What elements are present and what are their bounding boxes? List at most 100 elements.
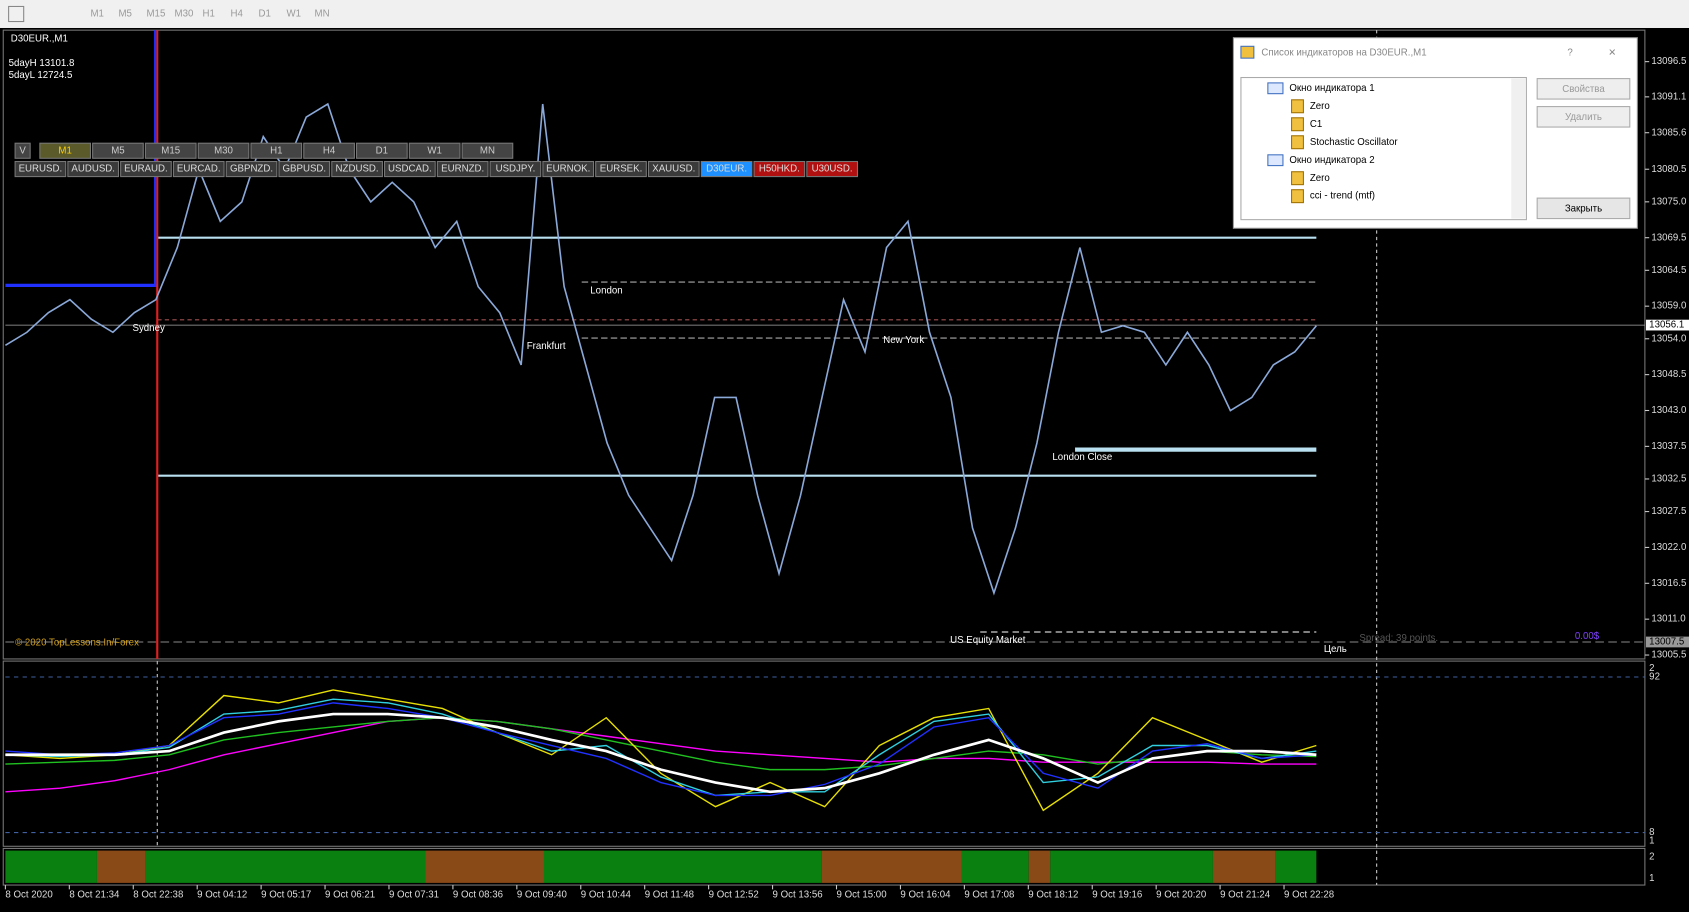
profit-text: 0.00$ bbox=[1575, 631, 1600, 642]
trend-state bbox=[145, 850, 426, 883]
target-text: Цель bbox=[1324, 644, 1347, 655]
symbol-button[interactable] bbox=[436, 160, 489, 178]
symbol-button-label[interactable]: EURNOK. bbox=[546, 164, 590, 175]
symbol-button-label[interactable]: XAUUSD. bbox=[652, 164, 695, 175]
tree-leaf-label[interactable]: Stochastic Oscillator bbox=[1310, 137, 1399, 148]
symbol-button[interactable] bbox=[225, 160, 278, 178]
dialog-button[interactable] bbox=[1536, 197, 1631, 220]
symbol-button-label[interactable]: EURSEK. bbox=[600, 164, 643, 175]
timeframe-button[interactable] bbox=[250, 142, 303, 159]
timeframe-button[interactable] bbox=[14, 142, 31, 159]
tree-box bbox=[1240, 76, 1527, 221]
dialog-button-label[interactable]: Закрыть bbox=[1565, 203, 1602, 214]
symbol-button[interactable] bbox=[14, 160, 67, 178]
symbol-button-label[interactable]: U30USD. bbox=[812, 164, 853, 175]
toolbar-timeframe[interactable]: M30 bbox=[175, 9, 194, 20]
symbol-button[interactable] bbox=[67, 160, 120, 178]
symbol-button-label[interactable]: GBPNZD. bbox=[230, 164, 273, 175]
symbol-button-label[interactable]: GBPUSD. bbox=[282, 164, 326, 175]
x-tick-label: 9 Oct 11:48 bbox=[645, 889, 694, 900]
dialog-button-label[interactable]: Свойства bbox=[1562, 84, 1605, 95]
tree-leaf-label[interactable]: Zero bbox=[1310, 173, 1330, 184]
timeframe-button-label[interactable]: M1 bbox=[58, 145, 71, 156]
symbol-button-label[interactable]: D30EUR. bbox=[706, 164, 747, 175]
symbol-button-label[interactable]: USDCAD. bbox=[388, 164, 432, 175]
x-tick-label: 9 Oct 19:16 bbox=[1092, 889, 1142, 900]
symbol-button[interactable] bbox=[489, 160, 542, 178]
timeframe-button[interactable] bbox=[92, 142, 144, 159]
timeframe-button-label[interactable]: M30 bbox=[214, 145, 233, 156]
symbol-button-label[interactable]: EURCAD. bbox=[177, 164, 221, 175]
toolbar-icon bbox=[8, 5, 25, 23]
trend-state bbox=[543, 850, 822, 883]
toolbar-timeframe[interactable]: M15 bbox=[146, 9, 165, 20]
tree-leaf-label[interactable]: C1 bbox=[1310, 119, 1322, 130]
toolbar-timeframe[interactable]: M5 bbox=[118, 9, 131, 20]
symbol-button-label[interactable]: NZDUSD. bbox=[336, 164, 379, 175]
dialog-help[interactable]: ? bbox=[1567, 47, 1573, 58]
symbol-button[interactable] bbox=[542, 160, 595, 178]
timeframe-button[interactable] bbox=[197, 142, 250, 159]
x-tick-label: 8 Oct 22:38 bbox=[133, 889, 183, 900]
symbol-button[interactable] bbox=[806, 160, 858, 178]
timeframe-button-label[interactable]: H4 bbox=[323, 145, 336, 156]
x-tick-label: 9 Oct 09:40 bbox=[517, 889, 568, 900]
tree-leaf-icon bbox=[1291, 117, 1304, 132]
symbol-button[interactable] bbox=[331, 160, 383, 178]
symbol-button[interactable] bbox=[595, 160, 647, 178]
tree-node-label[interactable]: Окно индикатора 1 bbox=[1289, 83, 1374, 94]
dialog-close-icon[interactable]: ✕ bbox=[1608, 47, 1616, 58]
timeframe-button-label[interactable]: W1 bbox=[427, 145, 442, 156]
symbol-button[interactable] bbox=[278, 160, 331, 178]
session-label: New York bbox=[883, 335, 924, 346]
toolbar-timeframe[interactable]: MN bbox=[315, 9, 330, 20]
tree-leaf-label[interactable]: cci - trend (mtf) bbox=[1310, 191, 1375, 202]
timeframe-button-label[interactable]: V bbox=[19, 145, 26, 156]
symbol-button[interactable] bbox=[700, 160, 753, 178]
toolbar-timeframe[interactable]: D1 bbox=[259, 9, 271, 20]
timeframe-button-label[interactable]: H1 bbox=[270, 145, 282, 156]
y-tick-label: 13064.5 bbox=[1651, 265, 1686, 276]
timeframe-button[interactable] bbox=[408, 142, 461, 159]
symbol-button-label[interactable]: EURNZD. bbox=[441, 164, 484, 175]
timeframe-button[interactable] bbox=[461, 142, 514, 159]
symbol-button[interactable] bbox=[647, 160, 700, 178]
toolbar-timeframe[interactable]: W1 bbox=[287, 9, 302, 20]
symbol-button-label[interactable]: AUDUSD. bbox=[71, 164, 115, 175]
dialog-button-label[interactable]: Удалить bbox=[1565, 112, 1602, 123]
symbol-button-label[interactable]: H50HKD. bbox=[759, 164, 800, 175]
timeframe-button-label[interactable]: MN bbox=[480, 145, 495, 156]
timeframe-button[interactable] bbox=[39, 142, 92, 159]
symbol-button-label[interactable]: EURAUD. bbox=[124, 164, 168, 175]
timeframe-button-label[interactable]: M15 bbox=[161, 145, 180, 156]
y-tick-label: 13016.5 bbox=[1651, 578, 1686, 589]
y-tick-label: 13048.5 bbox=[1651, 369, 1686, 380]
dialog-button[interactable] bbox=[1536, 78, 1631, 100]
timeframe-button[interactable] bbox=[303, 142, 355, 159]
trend-scale-label: 2 bbox=[1649, 852, 1654, 863]
toolbar-timeframe[interactable]: M1 bbox=[90, 9, 103, 20]
indicator-scale-label: 1 bbox=[1649, 835, 1654, 846]
symbol-button[interactable] bbox=[172, 160, 225, 178]
timeframe-button[interactable] bbox=[144, 142, 197, 159]
symbol-button[interactable] bbox=[120, 160, 172, 178]
timeframe-button-label[interactable]: M5 bbox=[111, 145, 124, 156]
y-tick-label: 13037.5 bbox=[1651, 441, 1686, 452]
tree-node-label[interactable]: Окно индикатора 2 bbox=[1289, 155, 1374, 166]
tree-leaf-icon bbox=[1291, 135, 1304, 150]
x-tick-label: 9 Oct 05:17 bbox=[261, 889, 311, 900]
x-tick-label: 9 Oct 04:12 bbox=[197, 889, 247, 900]
target-price-label: 13007.5 bbox=[1649, 637, 1684, 648]
timeframe-button[interactable] bbox=[356, 142, 408, 159]
tree-leaf-label[interactable]: Zero bbox=[1310, 101, 1330, 112]
symbol-button[interactable] bbox=[753, 160, 806, 178]
timeframe-button-label[interactable]: D1 bbox=[376, 145, 388, 156]
dialog-button[interactable] bbox=[1536, 106, 1631, 128]
toolbar-timeframe[interactable]: H4 bbox=[231, 9, 244, 20]
symbol-button[interactable] bbox=[384, 160, 436, 178]
session-label: Frankfurt bbox=[527, 341, 566, 352]
symbol-button-label[interactable]: USDJPY. bbox=[496, 164, 536, 175]
symbol-button-label[interactable]: EURUSD. bbox=[19, 164, 63, 175]
toolbar-timeframe[interactable]: H1 bbox=[203, 9, 215, 20]
